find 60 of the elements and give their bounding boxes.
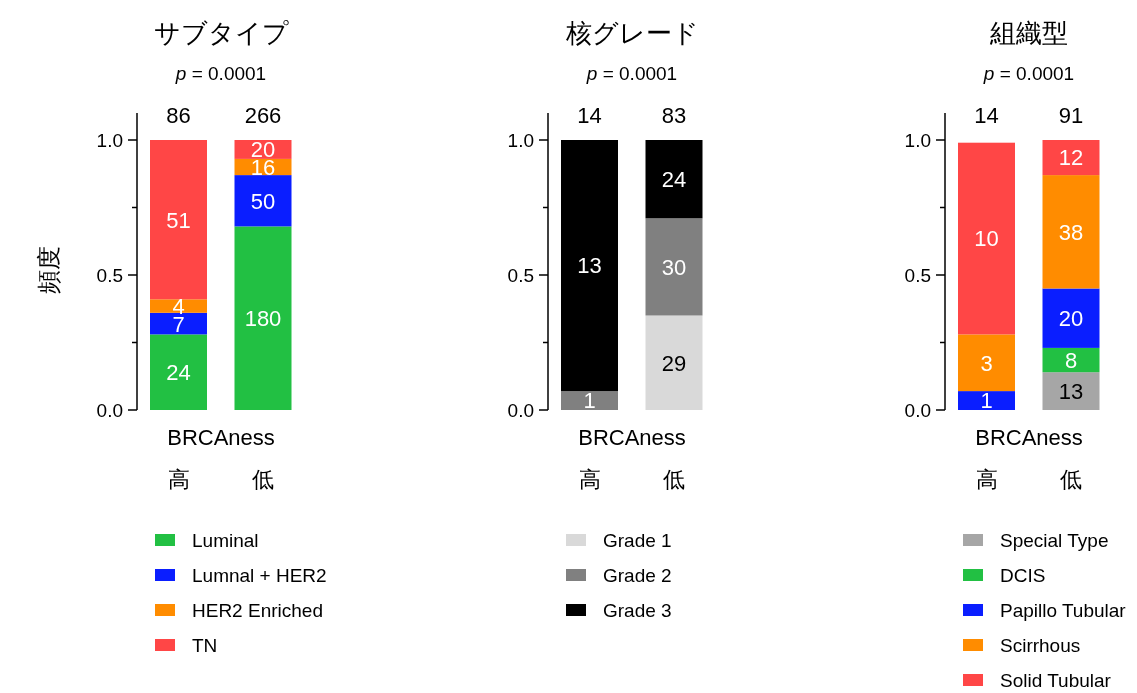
x-axis-title: BRCAness [975,425,1083,450]
annotation: 83 [661,103,687,128]
legend-label: DCIS [1000,564,1046,586]
x-tick-label: 高 [975,467,998,492]
legend-label: Luminal [192,529,259,551]
chart-subtitle: p = 0.0001 [174,63,267,84]
annotation: 12 [1058,145,1084,171]
y-tick-label: 0.5 [96,264,123,286]
legend-label: Lumnal + HER2 [192,564,327,586]
legend-label: HER2 Enriched [192,599,323,621]
x-tick-label: 低 [1060,467,1082,492]
annotation: 13 [577,253,602,279]
x-tick-label: 低 [252,467,274,492]
chart-title: 核グレード [564,18,699,48]
annotation: 180 [244,306,282,332]
y-tick-label: 0.5 [904,264,931,286]
annotation: 14 [974,103,999,128]
annotation: 30 [661,254,687,280]
annotation: 8 [1064,347,1078,373]
annotation: 51 [166,207,191,233]
legend-label: Grade 3 [603,599,672,621]
legend-label: TN [192,634,218,656]
chart-subtitle: p = 0.0001 [982,63,1075,84]
annotation: 24 [661,167,687,193]
y-tick-label: 1.0 [904,129,931,151]
x-axis-title: BRCAness [578,425,686,450]
chart-title: サブタイプ [153,18,289,48]
chart-title: 組織型 [989,18,1068,48]
legend-label: Solid Tubular [1000,669,1112,691]
annotation: 50 [250,188,276,214]
chart-subtitle: p = 0.0001 [585,63,678,84]
annotation: 3 [980,350,993,376]
legend-label: Scirrhous [1000,634,1081,656]
legend-label: Grade 2 [603,564,672,586]
annotation: 20 [1058,306,1084,332]
annotation: 24 [166,360,191,386]
y-axis-title: 頻度 [34,246,62,294]
y-tick-label: 1.0 [96,129,123,151]
y-tick-label: 0.0 [904,399,931,421]
annotation: 10 [974,226,999,252]
legend-label: Special Type [1000,529,1109,551]
annotation: 29 [661,350,687,376]
annotation: 86 [166,103,191,128]
x-tick-label: 高 [578,467,601,492]
annotation: 1 [583,388,596,414]
x-tick-label: 低 [663,467,685,492]
y-tick-label: 0.5 [507,264,534,286]
x-tick-label: 高 [167,467,190,492]
y-tick-label: 0.0 [96,399,123,421]
y-tick-label: 1.0 [507,129,534,151]
annotation: 13 [1058,379,1084,405]
legend-label: Papillo Tubular [1000,599,1127,621]
y-tick-label: 0.0 [507,399,534,421]
annotation: 266 [244,103,282,128]
legend-label: Grade 1 [603,529,672,551]
annotation: 14 [577,103,602,128]
annotation: 38 [1058,219,1084,245]
annotation: 91 [1058,103,1084,128]
x-axis-title: BRCAness [167,425,275,450]
annotation: 1 [980,388,993,414]
